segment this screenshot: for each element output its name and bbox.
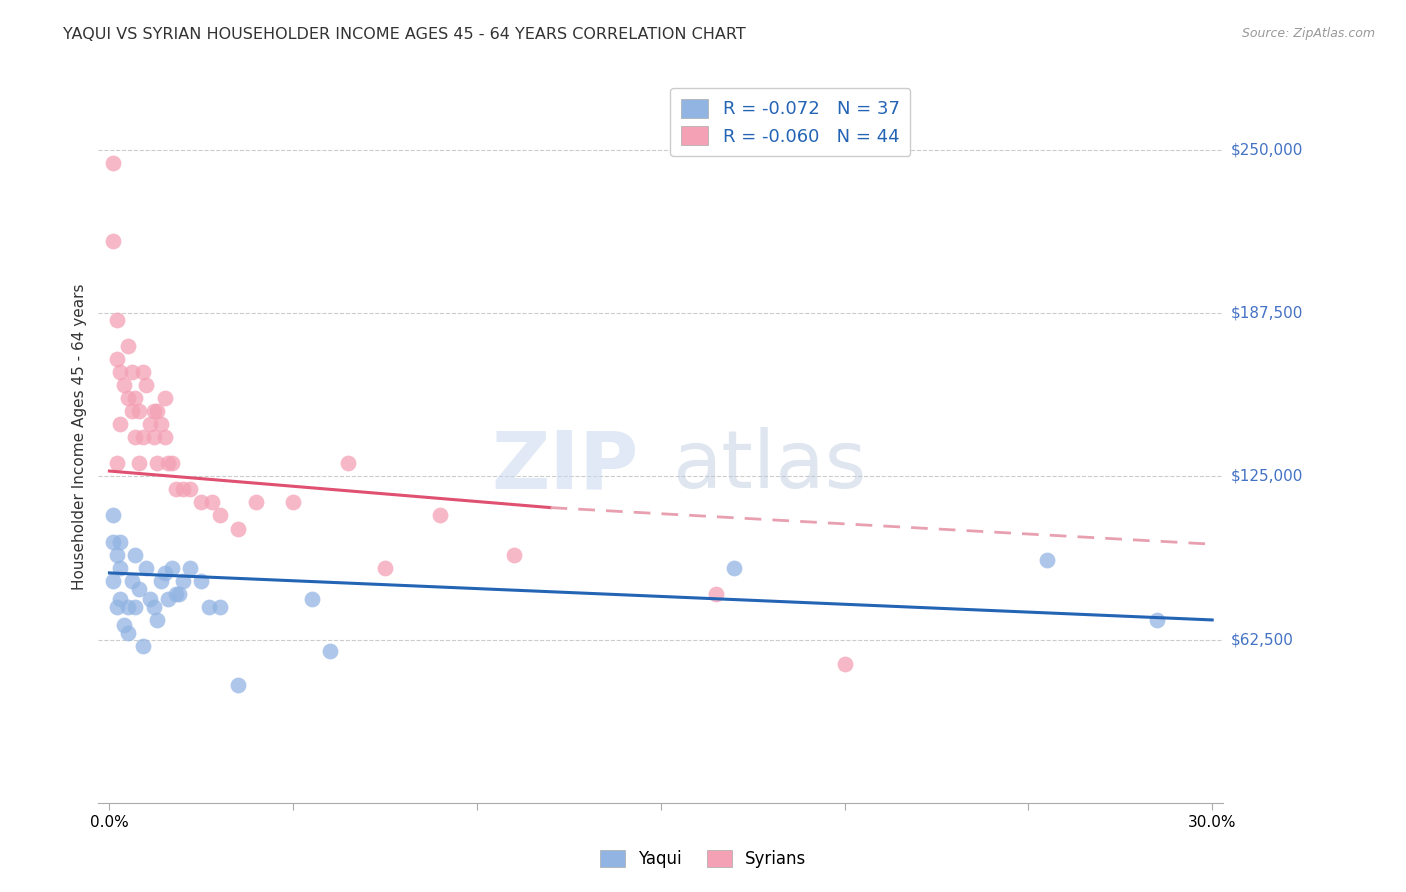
Point: [117, 599, 139, 614]
Point: [139, 592, 162, 607]
Point: [301, 592, 323, 607]
Point: [179, 483, 201, 497]
Point: [146, 613, 169, 627]
Point: [110, 365, 132, 379]
Point: [110, 534, 132, 549]
Point: [160, 560, 183, 574]
Point: [121, 404, 143, 418]
Point: [149, 574, 172, 588]
Point: [1146, 613, 1168, 627]
Point: [146, 456, 169, 470]
Point: [110, 592, 132, 607]
Point: [101, 574, 124, 588]
Point: [165, 483, 187, 497]
Point: [337, 456, 360, 470]
Point: [165, 587, 187, 601]
Point: [101, 508, 124, 523]
Point: [834, 657, 856, 672]
Point: [172, 483, 194, 497]
Text: $62,500: $62,500: [1230, 632, 1294, 647]
Point: [105, 351, 128, 366]
Point: [283, 495, 305, 509]
Point: [112, 618, 135, 632]
Point: [110, 560, 132, 574]
Point: [105, 599, 128, 614]
Point: [153, 430, 176, 444]
Point: [429, 508, 451, 523]
Point: [723, 560, 745, 574]
Text: $187,500: $187,500: [1230, 305, 1303, 320]
Point: [142, 599, 165, 614]
Text: YAQUI VS SYRIAN HOUSEHOLDER INCOME AGES 45 - 64 YEARS CORRELATION CHART: YAQUI VS SYRIAN HOUSEHOLDER INCOME AGES …: [63, 27, 747, 42]
Point: [139, 417, 162, 431]
Point: [121, 365, 143, 379]
Point: [110, 417, 132, 431]
Point: [128, 456, 150, 470]
Point: [117, 338, 139, 352]
Point: [208, 508, 231, 523]
Point: [124, 430, 146, 444]
Point: [142, 404, 165, 418]
Point: [117, 626, 139, 640]
Point: [101, 534, 124, 549]
Point: [190, 574, 212, 588]
Point: [245, 495, 267, 509]
Point: [124, 548, 146, 562]
Point: [149, 417, 172, 431]
Point: [142, 430, 165, 444]
Point: [157, 456, 180, 470]
Point: [160, 456, 183, 470]
Point: [131, 430, 153, 444]
Point: [128, 404, 150, 418]
Point: [131, 365, 153, 379]
Point: [135, 560, 157, 574]
Point: [704, 587, 727, 601]
Text: $250,000: $250,000: [1230, 142, 1303, 157]
Point: [190, 495, 212, 509]
Point: [208, 599, 231, 614]
Point: [101, 155, 124, 169]
Legend: R = -0.072   N = 37, R = -0.060   N = 44: R = -0.072 N = 37, R = -0.060 N = 44: [671, 87, 911, 156]
Point: [319, 644, 342, 658]
Point: [121, 574, 143, 588]
Point: [101, 234, 124, 248]
Point: [226, 678, 249, 692]
Point: [179, 560, 201, 574]
Point: [1036, 553, 1059, 567]
Point: [117, 391, 139, 405]
Point: [105, 548, 128, 562]
Point: [112, 377, 135, 392]
Point: [135, 377, 157, 392]
Point: [226, 521, 249, 535]
Point: [172, 574, 194, 588]
Legend: Yaqui, Syrians: Yaqui, Syrians: [593, 843, 813, 875]
Point: [502, 548, 524, 562]
Point: [105, 312, 128, 326]
Point: [169, 587, 191, 601]
Point: [153, 566, 176, 580]
Point: [197, 599, 219, 614]
Point: [157, 592, 180, 607]
Point: [105, 456, 128, 470]
Text: $125,000: $125,000: [1230, 469, 1303, 483]
Point: [124, 599, 146, 614]
Text: Source: ZipAtlas.com: Source: ZipAtlas.com: [1241, 27, 1375, 40]
Point: [124, 391, 146, 405]
Point: [128, 582, 150, 596]
Point: [374, 560, 396, 574]
Point: [131, 639, 153, 653]
Point: [153, 391, 176, 405]
Point: [146, 404, 169, 418]
Point: [201, 495, 224, 509]
Y-axis label: Householder Income Ages 45 - 64 years: Householder Income Ages 45 - 64 years: [72, 284, 87, 591]
Text: atlas: atlas: [672, 427, 866, 506]
Text: ZIP: ZIP: [491, 427, 638, 506]
